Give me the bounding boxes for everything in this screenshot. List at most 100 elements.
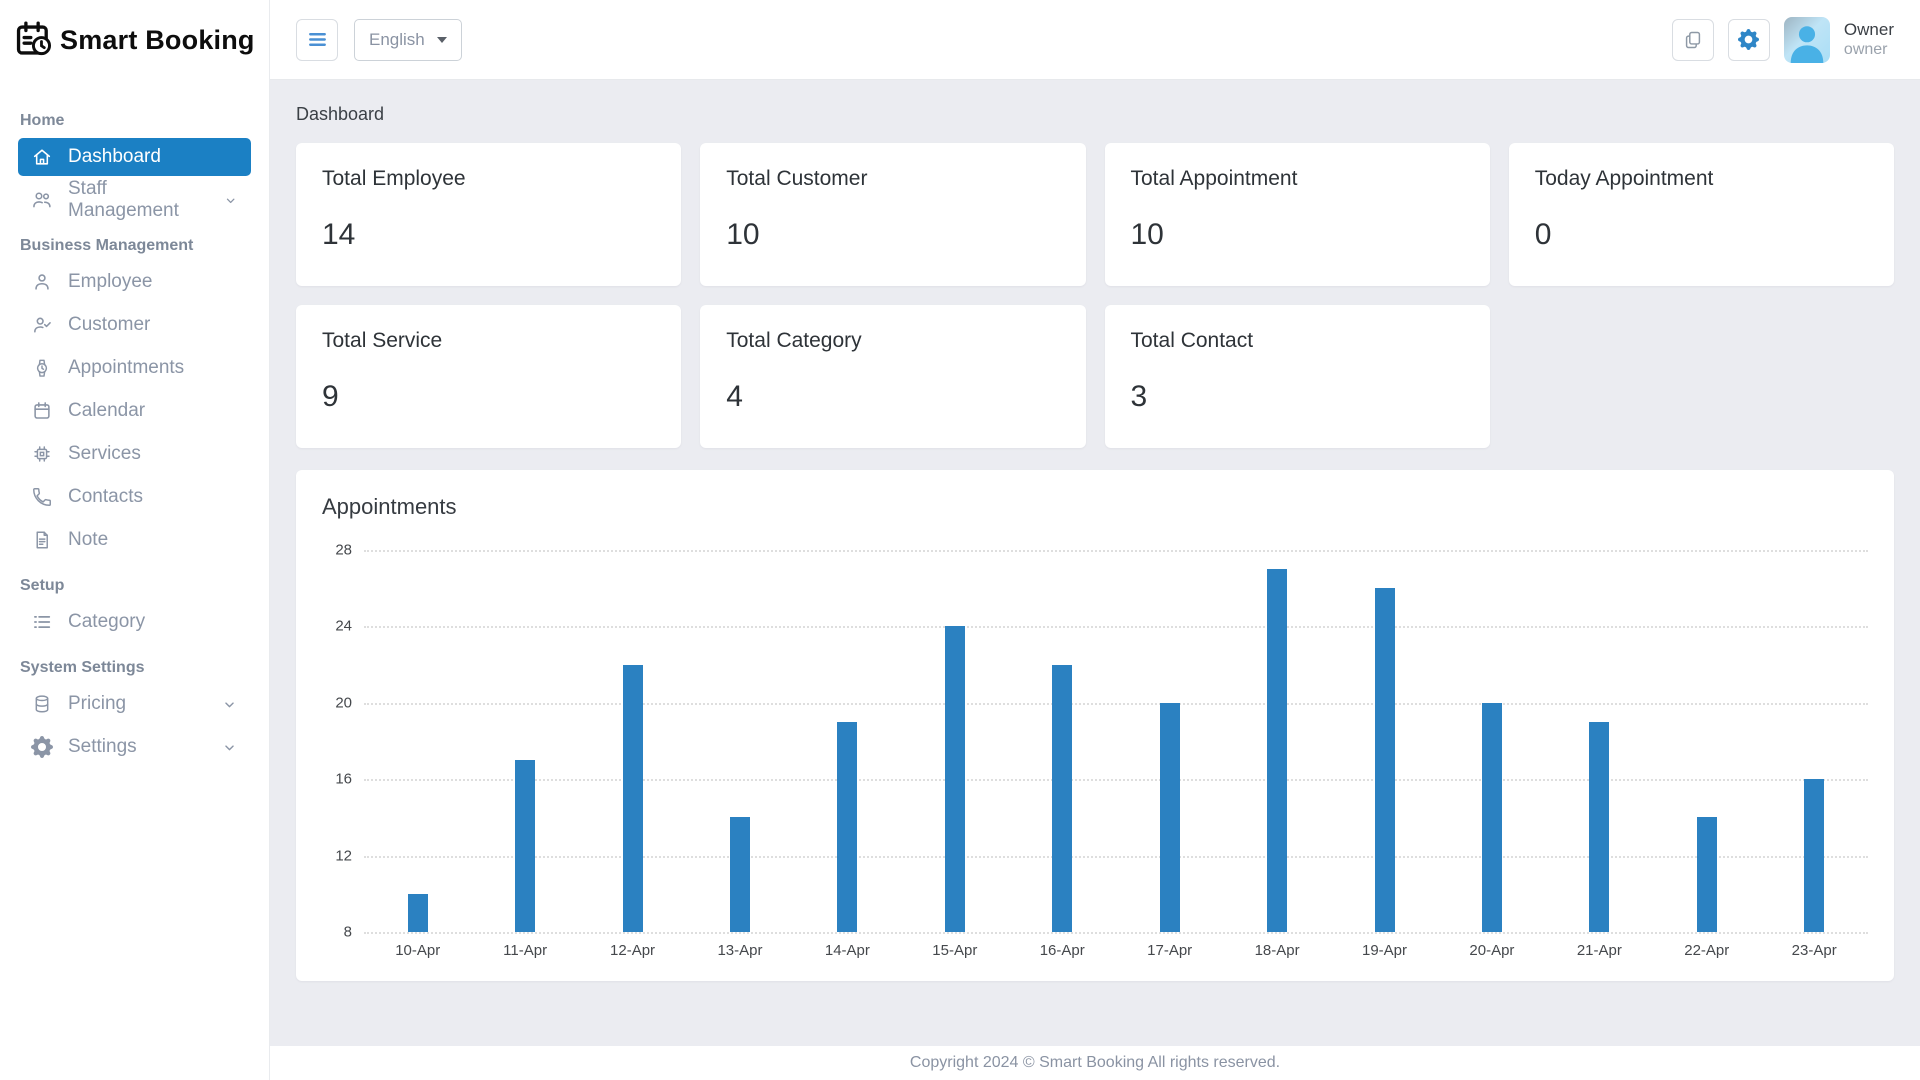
list-icon — [31, 611, 53, 633]
sidebar-item-category[interactable]: Category — [18, 603, 251, 641]
sidebar-section-setup: Setup — [20, 577, 65, 594]
sidebar-item-settings[interactable]: Settings — [18, 728, 251, 766]
stat-label: Total Service — [322, 329, 443, 352]
x-tick-label: 12-Apr — [610, 942, 656, 959]
appointments-chart-card: Appointments 28 24 20 16 12 8 10-Apr 11-Apr 12-… — [296, 470, 1894, 981]
language-select-value: English — [369, 29, 425, 49]
x-tick-label: 15-Apr — [932, 942, 978, 959]
person-icon — [31, 271, 53, 293]
y-tick-label: 12 — [335, 847, 352, 865]
stat-label: Total Contact — [1130, 329, 1254, 352]
sidebar-item-staff-management[interactable]: Staff Management — [18, 178, 251, 221]
stat-label: Total Appointment — [1130, 167, 1298, 190]
x-tick-label: 11-Apr — [503, 942, 548, 959]
sidebar-item-services[interactable]: Services — [18, 435, 251, 473]
user-role: owner — [1843, 41, 1888, 59]
stat-card-total-category: Total Category 4 — [700, 305, 1086, 448]
sidebar-item-label: Customer — [68, 314, 151, 335]
app-logo[interactable]: Smart Booking — [0, 0, 269, 80]
chart-title: Appointments — [322, 494, 457, 519]
y-tick-label: 16 — [335, 770, 352, 788]
database-icon — [31, 693, 53, 715]
stat-label: Total Customer — [726, 167, 868, 190]
bar-13-apr — [729, 817, 750, 932]
sidebar-nav: Home Dashboard Staff Management Business… — [0, 80, 269, 771]
stat-label: Today Appointment — [1534, 167, 1714, 190]
sidebar-item-note[interactable]: Note — [18, 521, 251, 559]
stat-value: 4 — [726, 380, 743, 413]
copyright-text: Copyright 2024 © Smart Booking All right… — [909, 1054, 1281, 1071]
x-tick-label: 18-Apr — [1254, 942, 1300, 959]
stat-value: 0 — [1534, 218, 1552, 251]
sidebar-item-label: Note — [68, 529, 109, 550]
chevron-down-icon — [221, 739, 238, 756]
sidebar-item-label: Employee — [68, 271, 153, 292]
user-menu[interactable]: Owner owner — [1844, 19, 1894, 60]
main-content: Dashboard Total Employee 14 Total Custom… — [270, 80, 1920, 1046]
bar-chart: 28 24 20 16 12 8 — [322, 542, 1868, 941]
bar-slot-23-apr — [1760, 550, 1867, 932]
bar-22-apr — [1696, 817, 1717, 932]
topbar: English Owner owner — [270, 0, 1920, 80]
watch-icon — [31, 357, 53, 379]
sidebar-item-label: Dashboard — [68, 146, 161, 167]
sidebar-section-business-management: Business Management — [20, 237, 194, 254]
sidebar-item-pricing[interactable]: Pricing — [18, 685, 251, 723]
settings-button[interactable] — [1727, 18, 1770, 61]
y-tick-label: 20 — [335, 694, 352, 712]
bar-slot-16-apr — [1009, 550, 1116, 932]
user-avatar-icon — [1784, 17, 1830, 63]
sidebar-item-dashboard[interactable]: Dashboard — [18, 138, 251, 176]
sidebar-item-label: Pricing — [68, 693, 127, 714]
user-name: Owner — [1843, 19, 1894, 39]
stat-card-today-appointment: Today Appointment 0 — [1508, 143, 1894, 286]
people-icon — [31, 189, 53, 211]
x-tick-label: 22-Apr — [1684, 942, 1730, 959]
chevron-down-icon — [221, 696, 238, 713]
bar-slot-11-apr — [471, 550, 578, 932]
x-tick-label: 13-Apr — [717, 942, 763, 959]
sidebar-item-calendar[interactable]: Calendar — [18, 392, 251, 430]
chart-bars — [364, 550, 1868, 932]
sidebar-toggle-button[interactable] — [296, 18, 338, 61]
stat-value: 14 — [322, 218, 356, 251]
bar-slot-19-apr — [1331, 550, 1438, 932]
stat-value: 10 — [726, 218, 760, 251]
sidebar-item-employee[interactable]: Employee — [18, 263, 251, 301]
copy-button[interactable] — [1671, 18, 1714, 61]
x-tick-label: 21-Apr — [1576, 942, 1622, 959]
sidebar-item-contacts[interactable]: Contacts — [18, 478, 251, 516]
menu-icon — [306, 28, 329, 51]
sidebar-item-label: Settings — [68, 736, 137, 757]
sidebar-item-appointments[interactable]: Appointments — [18, 349, 251, 387]
sidebar-item-label: Staff Management — [68, 178, 179, 221]
sidebar-item-label: Calendar — [68, 400, 146, 421]
chart-y-axis: 28 24 20 16 12 8 — [322, 542, 364, 941]
bar-10-apr — [407, 893, 428, 932]
sidebar-item-customer[interactable]: Customer — [18, 306, 251, 344]
cpu-icon — [31, 443, 53, 465]
x-tick-label: 14-Apr — [824, 942, 870, 959]
language-select[interactable]: English — [354, 18, 462, 61]
gridline — [364, 550, 1868, 552]
calendar-icon — [31, 400, 53, 422]
stat-label: Total Category — [726, 329, 862, 352]
bar-slot-10-apr — [364, 550, 471, 932]
sidebar-section-system-settings: System Settings — [20, 659, 145, 676]
bar-15-apr — [944, 626, 965, 932]
bar-14-apr — [837, 721, 858, 932]
y-tick-label: 8 — [343, 923, 352, 941]
stat-value: 10 — [1130, 218, 1164, 251]
gear-icon — [1738, 29, 1759, 50]
bar-slot-15-apr — [901, 550, 1008, 932]
gridline — [364, 932, 1868, 934]
sidebar-section-home: Home — [20, 112, 65, 129]
footer: Copyright 2024 © Smart Booking All right… — [270, 1046, 1920, 1080]
gridline — [364, 702, 1868, 705]
sidebar: Smart Booking Home Dashboard Staff Manag… — [0, 0, 270, 1080]
chart-plot-area — [364, 550, 1868, 934]
bar-16-apr — [1052, 664, 1073, 932]
stat-value: 9 — [322, 380, 339, 413]
bar-slot-18-apr — [1223, 550, 1330, 932]
avatar[interactable] — [1783, 16, 1830, 63]
